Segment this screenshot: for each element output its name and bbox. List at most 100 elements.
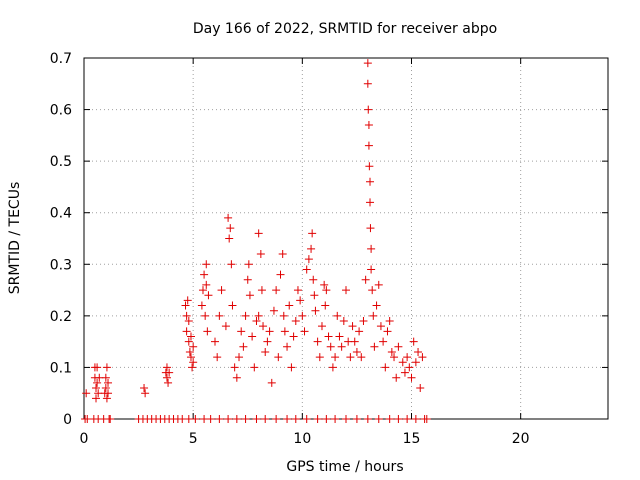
data-point xyxy=(235,353,244,362)
data-point xyxy=(322,415,331,423)
data-point xyxy=(244,260,253,269)
data-point xyxy=(387,347,396,356)
axes: 0 0.1 0.2 0.3 0.4 0.5 0.6 0.7 0 5 10 15 20 xyxy=(50,51,609,447)
data-point xyxy=(321,301,330,310)
data-point xyxy=(367,244,376,253)
data-point xyxy=(374,280,383,289)
data-point xyxy=(328,363,337,372)
data-point xyxy=(283,342,292,351)
data-point xyxy=(162,363,171,372)
data-point xyxy=(403,415,412,423)
data-point xyxy=(225,234,234,243)
data-point xyxy=(366,198,375,207)
data-point xyxy=(241,311,250,320)
data-point xyxy=(385,317,394,326)
data-point xyxy=(335,332,344,341)
data-point xyxy=(285,301,294,310)
data-point xyxy=(165,368,174,377)
data-point xyxy=(361,275,370,284)
x-tick-label: 15 xyxy=(403,431,421,447)
data-point xyxy=(263,337,272,346)
data-point xyxy=(140,384,149,393)
data-point xyxy=(363,79,372,88)
data-point xyxy=(259,322,268,331)
data-point xyxy=(184,317,193,326)
data-point xyxy=(257,286,266,295)
data-point xyxy=(164,378,173,387)
data-point xyxy=(252,317,261,326)
data-point xyxy=(322,286,331,295)
data-point xyxy=(102,363,111,372)
data-point xyxy=(287,363,296,372)
data-point xyxy=(302,415,311,423)
data-point xyxy=(261,347,270,356)
data-point xyxy=(226,224,235,233)
data-point xyxy=(274,353,283,362)
data-point xyxy=(409,337,418,346)
data-point xyxy=(248,332,257,341)
data-point xyxy=(227,260,236,269)
data-point xyxy=(308,229,317,238)
data-point xyxy=(237,327,246,336)
data-point xyxy=(309,275,318,284)
data-point xyxy=(245,291,254,300)
data-point xyxy=(359,317,368,326)
data-point xyxy=(363,415,372,423)
data-point xyxy=(221,322,230,331)
data-point xyxy=(230,363,239,372)
data-point xyxy=(374,415,383,423)
data-point xyxy=(398,358,407,367)
data-point xyxy=(250,363,259,372)
data-point xyxy=(181,301,190,310)
data-point xyxy=(315,353,324,362)
data-point xyxy=(283,415,292,423)
data-point xyxy=(411,358,420,367)
x-axis-label: GPS time / hours xyxy=(286,459,403,475)
data-point xyxy=(366,224,375,233)
data-point xyxy=(296,296,305,305)
data-point xyxy=(182,327,191,336)
data-point xyxy=(243,275,252,284)
data-point xyxy=(364,105,373,114)
data-point xyxy=(280,327,289,336)
data-point xyxy=(291,415,300,423)
data-point xyxy=(411,415,420,423)
x-tick-label: 20 xyxy=(512,431,530,447)
data-point xyxy=(311,306,320,315)
data-point xyxy=(291,317,300,326)
data-point xyxy=(370,342,379,351)
data-point xyxy=(254,229,263,238)
data-point xyxy=(385,415,394,423)
data-point xyxy=(82,389,91,398)
y-tick-label: 0.6 xyxy=(50,103,72,119)
data-point xyxy=(101,384,110,393)
data-point xyxy=(198,286,207,295)
data-point xyxy=(372,301,381,310)
data-point xyxy=(313,337,322,346)
data-point xyxy=(376,322,385,331)
data-point xyxy=(189,342,198,351)
data-point xyxy=(348,322,357,331)
data-point xyxy=(197,301,206,310)
data-point xyxy=(101,373,110,382)
data-point xyxy=(357,353,366,362)
data-point xyxy=(407,373,416,382)
plot-frame xyxy=(83,57,609,420)
data-point xyxy=(202,260,211,269)
data-point xyxy=(400,368,409,377)
data-point xyxy=(313,415,322,423)
data-point xyxy=(390,353,399,362)
data-point xyxy=(186,353,195,362)
data-point xyxy=(141,389,150,398)
data-point xyxy=(331,415,340,423)
y-tick-label: 0.1 xyxy=(50,360,72,376)
data-point xyxy=(191,415,200,423)
grid-lines xyxy=(84,58,608,419)
data-point xyxy=(310,291,319,300)
data-point xyxy=(326,342,335,351)
data-point xyxy=(239,342,248,351)
data-point xyxy=(102,394,111,403)
data-point xyxy=(350,337,359,346)
data-point xyxy=(352,347,361,356)
